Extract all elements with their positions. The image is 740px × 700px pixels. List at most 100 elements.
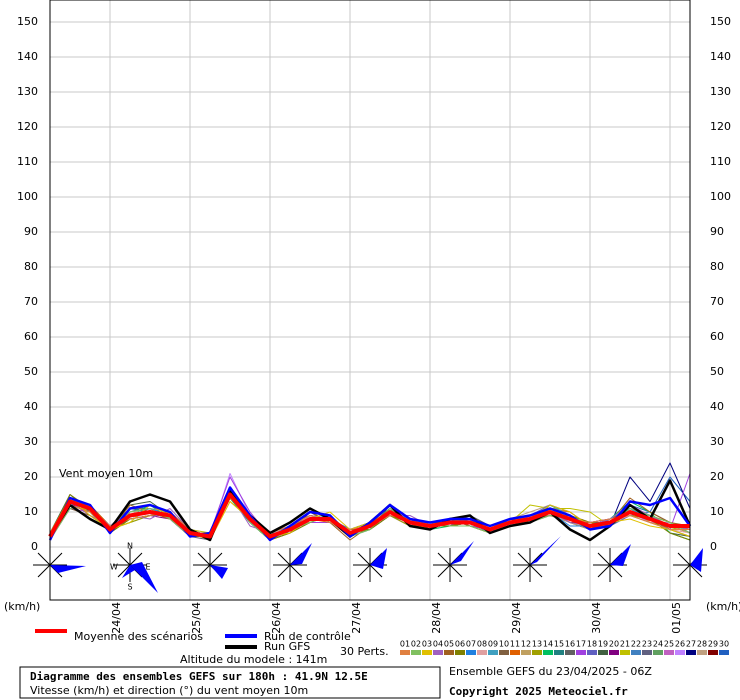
y2-tick-label: 140 [710, 50, 731, 63]
wind-rose [273, 543, 312, 582]
legend-label: 20 [609, 640, 619, 649]
legend-label: 02 [411, 640, 421, 649]
legend-label: 14 [543, 640, 553, 649]
y2-tick-label: 130 [710, 85, 731, 98]
legend-swatch [455, 650, 465, 655]
y-tick-label: 100 [17, 190, 38, 203]
y2-tick-label: 40 [710, 400, 724, 413]
legend-swatch [554, 650, 564, 655]
legend-swatch [686, 650, 696, 655]
legend-label: 12 [521, 640, 531, 649]
legend-swatch [422, 650, 432, 655]
plot-frame [49, 0, 691, 601]
x-tick-label: 01/05 [670, 602, 683, 634]
legend-swatch [620, 650, 630, 655]
run-info: Ensemble GEFS du 23/04/2025 - 06Z [449, 665, 652, 678]
legend-swatch [631, 650, 641, 655]
x-tick-label: 29/04 [510, 602, 523, 634]
compass-w: W [110, 563, 118, 572]
legend-swatch [532, 650, 542, 655]
y2-tick-label: 150 [710, 15, 731, 28]
y-tick-label: 60 [24, 330, 38, 343]
legend-label: 30 [719, 640, 729, 649]
legend-label: 25 [664, 640, 674, 649]
y-tick-label: 90 [24, 225, 38, 238]
wind-rose [353, 548, 387, 582]
y-tick-label: 140 [17, 50, 38, 63]
legend-label: 19 [598, 640, 608, 649]
chart-title: Diagramme des ensembles GEFS sur 180h : … [30, 670, 368, 683]
y-tick-label: 70 [24, 295, 38, 308]
wind-rose [513, 536, 561, 582]
lines [48, 462, 692, 542]
legend-swatch [642, 650, 652, 655]
y2-tick-label: 0 [710, 540, 717, 553]
y-tick-label: 130 [17, 85, 38, 98]
legend-label: 01 [400, 640, 410, 649]
legend-swatch [510, 650, 520, 655]
legend-swatch [653, 650, 663, 655]
legend-label: 08 [477, 640, 487, 649]
series-line [48, 492, 690, 539]
x-tick-label: 24/04 [110, 602, 123, 634]
grid [50, 0, 690, 600]
legend-label: 03 [422, 640, 432, 649]
y-tick-label: 20 [24, 470, 38, 483]
y2-axis-label: (km/h) [706, 600, 740, 613]
y-tick-label: 10 [24, 505, 38, 518]
legend-swatch [565, 650, 575, 655]
x-tick-label: 30/04 [590, 602, 603, 634]
legend-label: 10 [499, 640, 509, 649]
legend-swatch [411, 650, 421, 655]
x-tick-label: 27/04 [350, 602, 363, 634]
wind-rose [433, 541, 474, 582]
legend-label: 09 [488, 640, 498, 649]
wind-rose [193, 548, 228, 582]
legend-label: Run GFS [264, 640, 310, 653]
legend-swatch [719, 650, 729, 655]
x-tick-label: 26/04 [270, 602, 283, 634]
wind-rose [113, 548, 158, 593]
legend-swatch [708, 650, 718, 655]
compass-n: N [127, 542, 133, 551]
wind-rose [593, 544, 631, 582]
perts-label: 30 Perts. [340, 645, 389, 658]
legend-swatch [598, 650, 608, 655]
y-tick-label: 40 [24, 400, 38, 413]
y-tick-label: 120 [17, 120, 38, 133]
legend-label: 23 [642, 640, 652, 649]
y2-tick-label: 110 [710, 155, 731, 168]
y2-tick-label: 30 [710, 435, 724, 448]
y-tick-label: 110 [17, 155, 38, 168]
legend-swatch [521, 650, 531, 655]
legend-label: 16 [565, 640, 575, 649]
title-box [19, 666, 441, 699]
legend-swatch [400, 650, 410, 655]
y2-tick-label: 20 [710, 470, 724, 483]
y-tick-label: 80 [24, 260, 38, 273]
legend-swatch [543, 650, 553, 655]
y2-tick-label: 120 [710, 120, 731, 133]
legend-label: 15 [554, 640, 564, 649]
legend-swatch [609, 650, 619, 655]
y-tick-label: 30 [24, 435, 38, 448]
y2-tick-label: 100 [710, 190, 731, 203]
x-tick-label: 25/04 [190, 602, 203, 634]
legend-label: 24 [653, 640, 663, 649]
legend-label: Moyenne des scénarios [74, 630, 203, 643]
altitude: Altitude du modele : 141m [180, 653, 327, 666]
legend-label: Run de contrôle [264, 630, 351, 643]
legend-swatch [499, 650, 509, 655]
series-label: Vent moyen 10m [59, 467, 153, 480]
chart-subtitle: Vitesse (km/h) et direction (°) du vent … [30, 684, 308, 697]
x-tick-label: 28/04 [430, 602, 443, 634]
legend-label: 04 [433, 640, 443, 649]
copyright: Copyright 2025 Meteociel.fr [449, 685, 628, 698]
legend-swatch [488, 650, 498, 655]
legend-label: 18 [587, 640, 597, 649]
y-tick-label: 0 [31, 540, 38, 553]
legend-label: 11 [510, 640, 520, 649]
